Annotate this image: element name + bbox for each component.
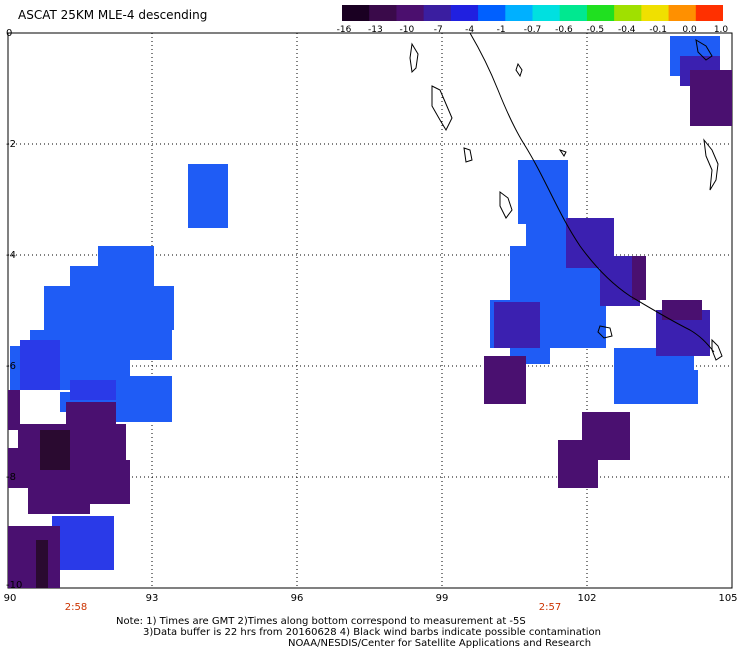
colorbar-tick-label: -1	[496, 25, 506, 35]
latitude-label: -8	[6, 472, 16, 483]
note-line-1: Note: 1) Times are GMT 2)Times along bot…	[116, 616, 526, 627]
colorbar-segment	[505, 5, 533, 21]
wind-cells-west-purple	[8, 390, 130, 588]
colorbar-tick-label: -0.1	[649, 25, 667, 35]
colorbar-segment	[695, 5, 723, 21]
wind-cells-east-purple	[484, 70, 732, 488]
longitude-label: 102	[577, 593, 597, 604]
colorbar-segment	[641, 5, 670, 21]
colorbar-segment	[423, 5, 452, 21]
colorbar-segment	[614, 5, 642, 21]
latitude-label: -2	[6, 139, 16, 150]
colorbar-segment	[668, 5, 697, 21]
colorbar-tick-label: -0.5	[586, 25, 605, 35]
colorbar	[342, 5, 723, 21]
wind-cells-west-dark	[36, 430, 70, 588]
colorbar-segment	[559, 5, 588, 21]
coastline	[409, 32, 723, 361]
wind-cells-west-indigo	[20, 340, 116, 570]
colorbar-tick-label: -0.7	[523, 25, 542, 35]
colorbar-segment	[450, 5, 479, 21]
colorbar-segment	[396, 5, 425, 21]
longitude-label: 93	[145, 593, 159, 604]
plot-title: ASCAT 25KM MLE-4 descending	[18, 8, 208, 22]
colorbar-tick-label: -16	[336, 25, 352, 35]
longitude-label: 99	[435, 593, 449, 604]
time-label-east: 2:57	[538, 602, 562, 613]
colorbar-tick-label: 0.0	[682, 25, 697, 35]
colorbar-tick-label: -13	[368, 25, 383, 35]
colorbar-tick-label: 1.0	[713, 25, 729, 35]
colorbar-segment	[586, 5, 615, 21]
latitude-label: -6	[6, 361, 16, 372]
note-line-2: 3)Data buffer is 22 hrs from 20160628 4)…	[143, 627, 601, 638]
time-label-west: 2:58	[64, 602, 88, 613]
colorbar-segment	[532, 5, 561, 21]
note-line-3: NOAA/NESDIS/Center for Satellite Applica…	[288, 638, 592, 649]
colorbar-tick-label: -10	[399, 25, 415, 35]
latitude-label: -4	[6, 250, 16, 261]
latitude-label: 0	[6, 28, 13, 39]
colorbar-tick-label: -4	[465, 25, 475, 35]
colorbar-segment	[369, 5, 397, 21]
colorbar-tick-label: -0.4	[617, 25, 636, 35]
colorbar-tick-label: -7	[433, 25, 443, 35]
longitude-label: 105	[718, 593, 738, 604]
latitude-label: -10	[6, 580, 23, 591]
longitude-label: 96	[290, 593, 304, 604]
colorbar-segment	[478, 5, 506, 21]
colorbar-tick-label: -0.6	[555, 25, 573, 35]
longitude-label: 90	[3, 593, 17, 604]
colorbar-segment	[342, 5, 370, 21]
map-frame	[7, 32, 733, 589]
